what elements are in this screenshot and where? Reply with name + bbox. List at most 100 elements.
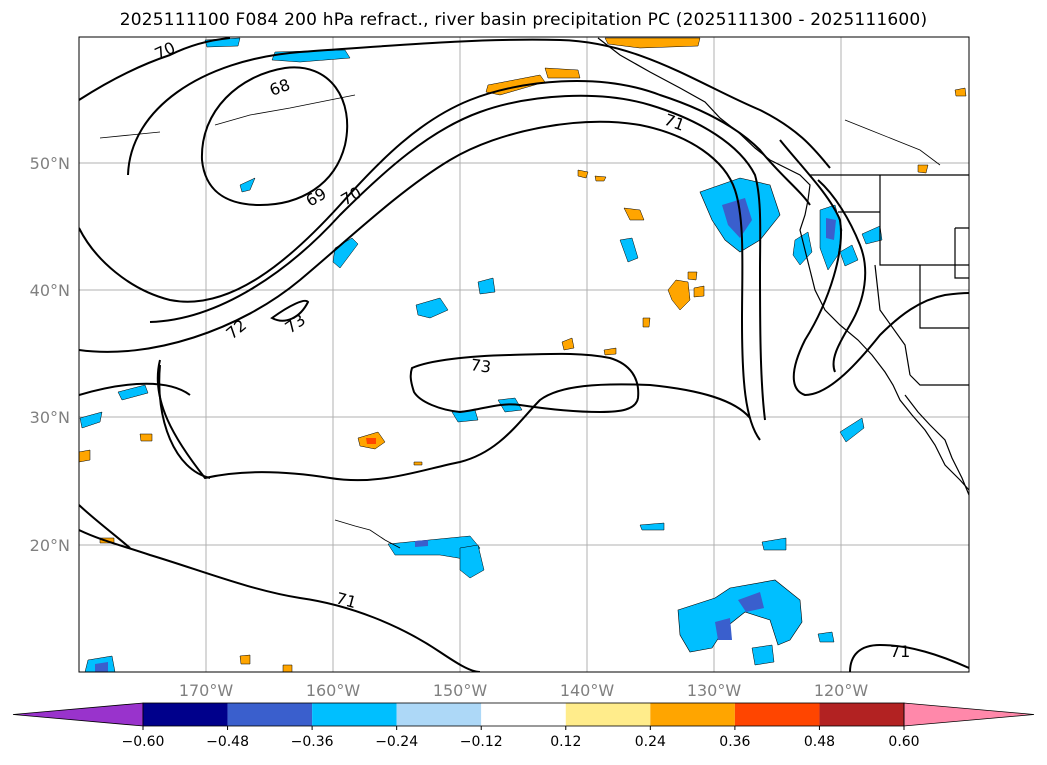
lon-label: 130°W	[687, 681, 742, 700]
neg-patch	[761, 537, 787, 551]
contour-73-small	[270, 299, 310, 322]
neg-patch-south	[677, 579, 803, 653]
contour-70-north	[79, 37, 231, 101]
lon-label: 140°W	[560, 681, 615, 700]
colorbar-bin	[143, 703, 228, 726]
colorbar-tick-label: 0.60	[888, 734, 919, 750]
neg-patch	[839, 244, 859, 267]
coastline-north-america	[597, 37, 969, 491]
contour-68	[200, 66, 349, 207]
border-us-mexico	[909, 374, 969, 386]
pos-patch	[687, 271, 698, 281]
pos-patch	[544, 67, 581, 79]
neg-patch	[459, 544, 485, 579]
colorbar-extend-high	[903, 702, 1035, 727]
pos-patch	[667, 279, 691, 311]
lat-label: 40°N	[30, 281, 70, 300]
pos-patch	[604, 37, 701, 49]
neg-core-south	[715, 618, 732, 640]
pos-patch	[139, 433, 153, 442]
neg-patch	[117, 384, 149, 401]
colorbar-tick-label: 0.24	[635, 734, 666, 750]
border-bc	[844, 119, 941, 166]
neg-patch	[79, 411, 103, 429]
lon-label: 150°W	[433, 681, 488, 700]
contour-71-south	[79, 529, 481, 672]
pos-patch	[693, 285, 705, 298]
pos-patch	[594, 175, 607, 182]
neg-core-south	[738, 592, 764, 612]
neg-patch	[415, 297, 449, 319]
contour-72	[79, 120, 761, 441]
colorbar-tick-label: −0.60	[122, 734, 165, 750]
colorbar-tick-label: 0.36	[719, 734, 750, 750]
neg-patch	[477, 277, 496, 295]
latitude-labels: 50°N 40°N 30°N 20°N	[30, 154, 70, 555]
colorbar-extend-low	[12, 702, 144, 727]
contour-label: 71	[334, 589, 359, 613]
neg-patch	[817, 631, 835, 643]
colorbar-bin	[396, 703, 482, 726]
contour-west-loop	[158, 364, 211, 479]
pos-core	[366, 438, 376, 444]
pos-patch	[603, 347, 617, 356]
refractivity-contours	[79, 37, 969, 672]
neg-patch	[839, 417, 865, 443]
neg-patch	[861, 225, 883, 245]
colorbar-bin	[650, 703, 735, 726]
coastline-aleutians	[214, 94, 356, 126]
colorbar: −0.60 −0.48 −0.36 −0.24 −0.12 0.12 0.24 0.36 0.4…	[12, 702, 1035, 750]
contour-69	[79, 80, 811, 303]
colorbar-bin	[734, 703, 820, 726]
coastlines	[99, 37, 969, 549]
lon-label: 160°W	[306, 681, 361, 700]
pos-patch	[954, 87, 967, 97]
colorbar-tick-label: −0.24	[375, 734, 418, 750]
pos-patch	[282, 664, 293, 672]
colorbar-tick-label: −0.36	[291, 734, 334, 750]
contour-73-center	[409, 352, 640, 414]
map-frame	[78, 36, 970, 673]
colorbar-bin	[312, 703, 397, 726]
pos-patch	[413, 461, 423, 466]
lon-label: 120°W	[814, 681, 869, 700]
pos-patch	[79, 449, 91, 463]
neg-core	[95, 662, 108, 672]
pos-patch	[917, 164, 929, 174]
neg-core-hawaii	[415, 540, 428, 547]
contour-71-middle	[79, 359, 751, 549]
colorbar-bin	[565, 703, 651, 726]
colorbar-outline	[142, 702, 905, 727]
colorbar-bin	[819, 703, 904, 726]
contour-label: 73	[469, 355, 492, 377]
colorbar-tick-label: 0.48	[804, 734, 835, 750]
coastline-aleutians-west	[99, 131, 161, 139]
figure-title: 2025111100 F084 200 hPa refract., river …	[119, 10, 928, 30]
neg-patch	[619, 237, 639, 263]
pos-patch	[239, 654, 251, 665]
border-ca-nv	[874, 264, 911, 376]
lat-label: 50°N	[30, 154, 70, 173]
border-misc	[954, 227, 969, 279]
neg-patch	[239, 177, 256, 193]
colorbar-bin	[481, 703, 566, 726]
contour-71-se	[849, 643, 969, 672]
colorbar-tick-label: 0.12	[550, 734, 581, 750]
lat-label: 30°N	[30, 408, 70, 427]
neg-core-sierra	[826, 218, 836, 240]
colorbar-tick-label: −0.48	[206, 734, 249, 750]
lon-label: 170°W	[179, 681, 234, 700]
colorbar-tick-label: −0.12	[460, 734, 503, 750]
longitude-labels: 170°W 160°W 150°W 140°W 130°W 120°W	[179, 681, 869, 700]
contour-70	[149, 94, 766, 421]
pos-patch	[642, 317, 651, 328]
pos-patch	[561, 337, 575, 351]
lat-label: 20°N	[30, 536, 70, 555]
colorbar-bin	[227, 703, 313, 726]
border-states	[879, 175, 969, 266]
border-az	[919, 265, 969, 329]
neg-patch	[751, 644, 775, 666]
contour-east	[779, 139, 969, 397]
